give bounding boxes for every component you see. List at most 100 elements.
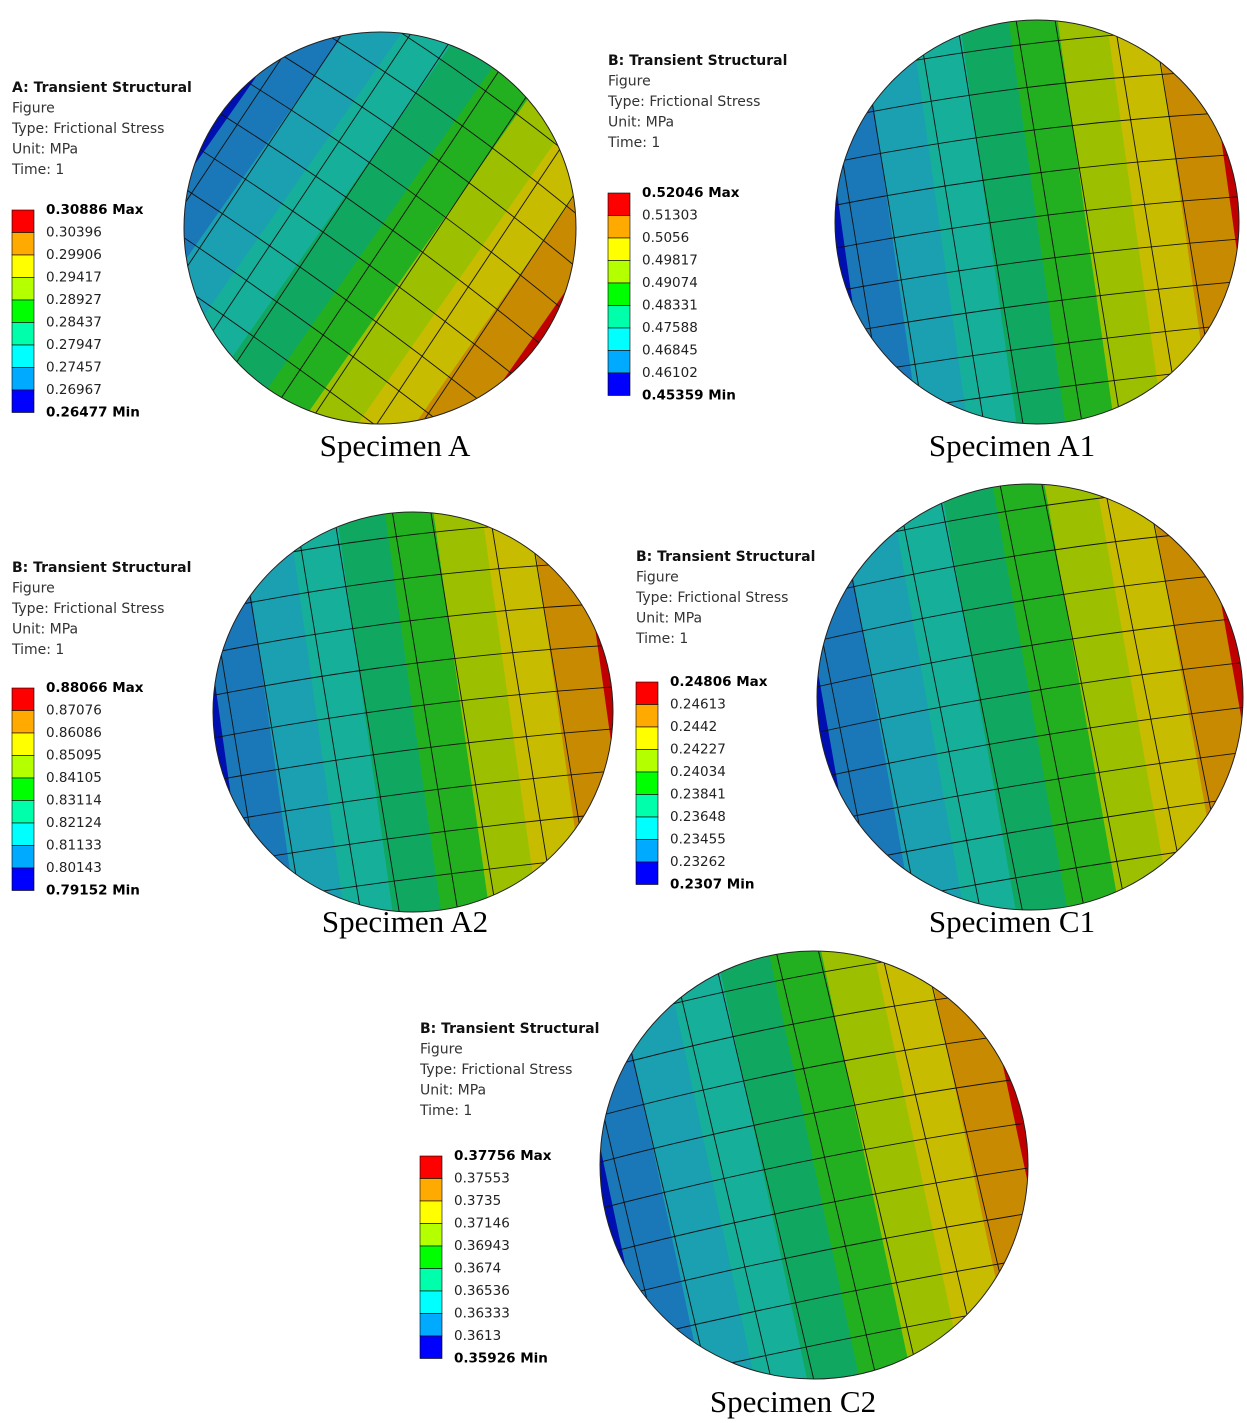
legend-label: 0.27457 [46, 360, 102, 376]
legend-label: 0.84105 [46, 770, 102, 786]
legend-label: 0.2442 [670, 719, 717, 735]
figure: A: Transient Structural Figure Type: Frict… [0, 0, 1247, 1423]
caption: Specimen A2 [322, 904, 488, 939]
legend-label: 0.23841 [670, 787, 726, 803]
legend-swatch [12, 255, 34, 278]
legend-swatch [608, 283, 630, 306]
legend-header: Type: Frictional Stress [635, 590, 788, 606]
legend-swatch [636, 750, 658, 773]
legend-swatch [608, 373, 630, 396]
legend-label: 0.49074 [642, 275, 698, 291]
legend-label: 0.85095 [46, 748, 102, 764]
legend-swatch [636, 817, 658, 840]
legend-label: 0.80143 [46, 860, 102, 876]
legend-label: 0.46102 [642, 365, 698, 381]
legend-swatch [12, 233, 34, 256]
legend-header: Unit: MPa [12, 142, 78, 158]
legend-swatch [12, 368, 34, 391]
legend-header: Figure [12, 581, 55, 597]
legend-header: Figure [12, 101, 55, 117]
legend-label: 0.46845 [642, 343, 698, 359]
legend-header: B: Transient Structural [12, 560, 191, 576]
legend-label: 0.79152 Min [46, 883, 140, 899]
legend-header: B: Transient Structural [608, 53, 787, 69]
legend-label: 0.24034 [670, 764, 726, 780]
legend-label: 0.37146 [454, 1216, 510, 1232]
legend-swatch [12, 210, 34, 233]
legend-label: 0.35926 Min [454, 1351, 548, 1367]
legend-label: 0.82124 [46, 815, 102, 831]
legend-swatch [608, 328, 630, 351]
legend-label: 0.29906 [46, 247, 102, 263]
legend-label: 0.49817 [642, 253, 698, 269]
legend-swatch [12, 733, 34, 756]
legend-label: 0.2307 Min [670, 877, 754, 893]
legend-header: Unit: MPa [608, 115, 674, 131]
legend-swatch [420, 1291, 442, 1314]
legend-label: 0.27947 [46, 337, 102, 353]
legend-label: 0.24227 [670, 742, 726, 758]
legend-swatch [608, 216, 630, 239]
legend-swatch [12, 756, 34, 779]
legend-swatch [12, 711, 34, 734]
legend-swatch [608, 261, 630, 284]
legend-swatch [12, 823, 34, 846]
legend-swatch [12, 390, 34, 413]
legend-header: B: Transient Structural [420, 1021, 599, 1037]
legend-header: Time: 1 [607, 135, 660, 151]
legend-label: 0.51303 [642, 208, 698, 224]
legend-swatch [608, 193, 630, 216]
legend-swatch [636, 795, 658, 818]
legend-header: Time: 1 [419, 1103, 472, 1119]
legend-header: B: Transient Structural [636, 549, 815, 565]
legend-swatch [420, 1269, 442, 1292]
legend-swatch [12, 778, 34, 801]
legend-label: 0.23455 [670, 832, 726, 848]
legend-swatch [608, 351, 630, 374]
legend-label: 0.86086 [46, 725, 102, 741]
legend-label: 0.52046 Max [642, 185, 740, 201]
legend-swatch [12, 300, 34, 323]
legend-swatch [608, 238, 630, 261]
legend-swatch [12, 688, 34, 711]
legend-header: Time: 1 [11, 642, 64, 658]
legend-swatch [636, 705, 658, 728]
legend-swatch [636, 682, 658, 705]
legend-swatch [420, 1314, 442, 1337]
legend-swatch [636, 840, 658, 863]
caption: Specimen A1 [929, 428, 1095, 463]
legend-swatch [420, 1336, 442, 1359]
legend-header: Unit: MPa [420, 1083, 486, 1099]
legend-label: 0.88066 Max [46, 680, 144, 696]
legend-label: 0.48331 [642, 298, 698, 314]
legend-label: 0.36536 [454, 1283, 510, 1299]
legend-swatch [12, 345, 34, 368]
legend-swatch [420, 1201, 442, 1224]
legend-label: 0.30886 Max [46, 202, 144, 218]
legend-header: Type: Frictional Stress [11, 601, 164, 617]
legend-header: Unit: MPa [12, 622, 78, 638]
legend-label: 0.24806 Max [670, 674, 768, 690]
legend-header: Time: 1 [11, 162, 64, 178]
legend-label: 0.23648 [670, 809, 726, 825]
legend-label: 0.28927 [46, 292, 102, 308]
legend-swatch [12, 323, 34, 346]
caption: Specimen C1 [929, 904, 1095, 939]
legend-label: 0.29417 [46, 270, 102, 286]
legend-label: 0.81133 [46, 838, 102, 854]
legend-label: 0.37756 Max [454, 1148, 552, 1164]
legend-label: 0.83114 [46, 793, 102, 809]
legend-label: 0.3735 [454, 1193, 501, 1209]
legend-swatch [12, 278, 34, 301]
legend-header: A: Transient Structural [12, 80, 192, 96]
legend-label: 0.36333 [454, 1306, 510, 1322]
legend-swatch [636, 727, 658, 750]
legend-label: 0.47588 [642, 320, 698, 336]
legend-header: Unit: MPa [636, 611, 702, 627]
legend-label: 0.23262 [670, 854, 726, 870]
legend-label: 0.3613 [454, 1328, 501, 1344]
legend-header: Figure [420, 1042, 463, 1058]
legend-swatch [608, 306, 630, 329]
